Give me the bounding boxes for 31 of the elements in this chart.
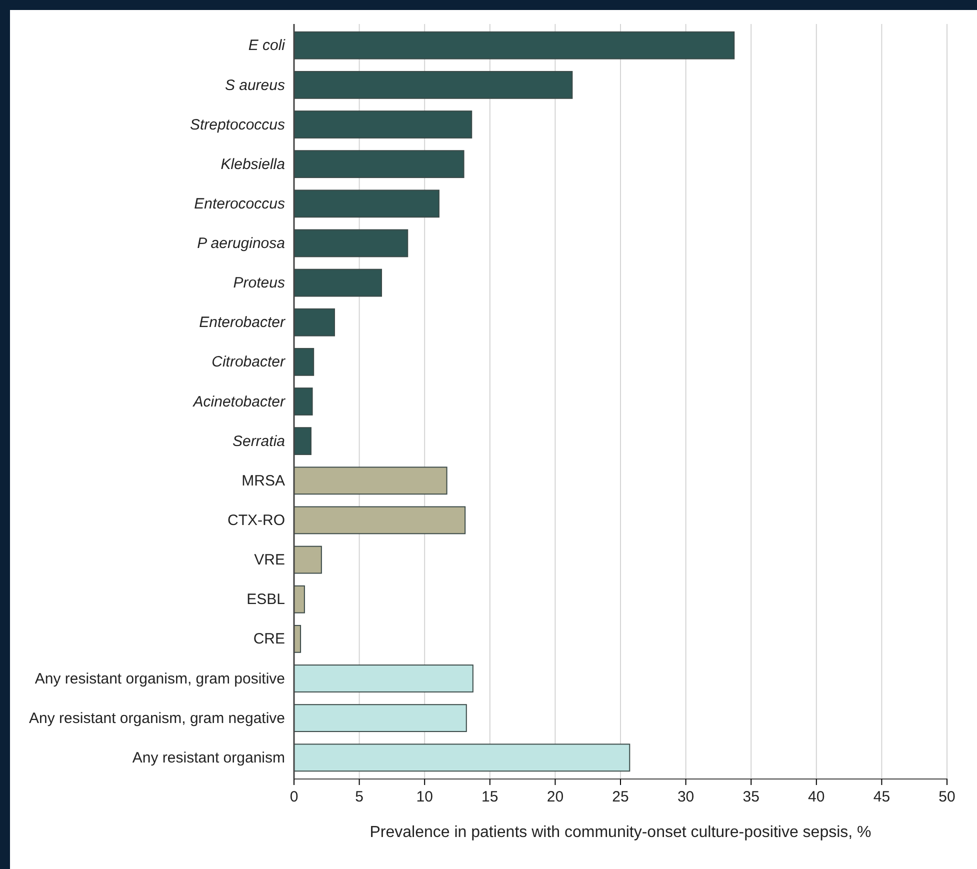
y-tick-label: Acinetobacter xyxy=(192,393,286,410)
y-tick-label: Enterococcus xyxy=(194,195,286,212)
y-tick-label: E coli xyxy=(248,37,286,54)
x-tick-label: 25 xyxy=(612,788,629,806)
y-tick-label: VRE xyxy=(254,552,285,569)
y-tick-label: Enterobacter xyxy=(199,314,286,332)
x-tick-label: 35 xyxy=(742,788,760,806)
x-axis-title: Prevalence in patients with community-onset culture-positive sepsis, % xyxy=(370,824,872,841)
x-tick-label: 45 xyxy=(873,788,890,806)
x-tick-label: 15 xyxy=(482,788,498,806)
y-tick-label: Any resistant organism, gram positive xyxy=(34,670,285,688)
y-tick-label: CTX-RO xyxy=(228,512,285,530)
y-tick-label: P aeruginosa xyxy=(197,235,285,252)
y-tick-label: Streptococcus xyxy=(190,116,286,134)
y-tick-label: S aureus xyxy=(224,76,286,94)
x-tick-label: 5 xyxy=(355,788,364,806)
x-tick-label: 40 xyxy=(808,788,825,806)
y-tick-label: Any resistant organism, gram negative xyxy=(29,710,285,727)
x-tick-label: 50 xyxy=(938,788,956,806)
x-tick-label: 0 xyxy=(290,788,298,806)
y-tick-label: ESBL xyxy=(246,591,285,608)
x-tick-label: 10 xyxy=(416,788,433,806)
y-tick-label: MRSA xyxy=(242,472,285,490)
y-tick-label: CRE xyxy=(253,630,285,648)
y-tick-label: Any resistant organism xyxy=(132,749,285,766)
y-tick-label: Proteus xyxy=(233,274,286,292)
y-tick-label: Klebsiella xyxy=(220,156,285,173)
y-tick-label: Serratia xyxy=(232,432,285,450)
y-tick-label: Citrobacter xyxy=(212,354,286,371)
x-tick-label: 20 xyxy=(546,788,564,806)
x-tick-label: 30 xyxy=(677,788,694,806)
